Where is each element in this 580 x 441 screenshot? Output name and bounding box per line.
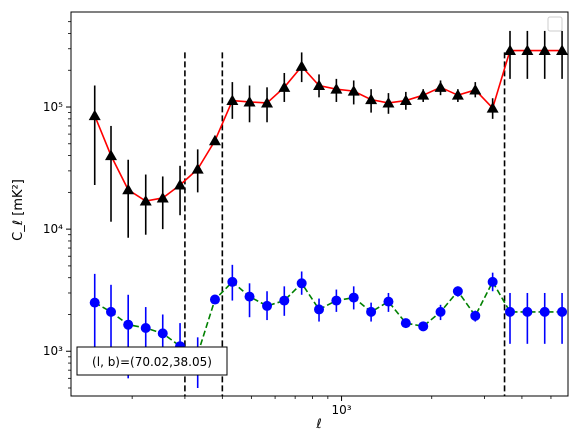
axis-ticks: 10³ 10⁴ 10⁵ 10³ xyxy=(43,21,552,417)
series-1-point-4 xyxy=(157,328,168,339)
series-0-point-16 xyxy=(365,93,378,105)
series-0-line xyxy=(93,49,563,202)
series-1-point-3 xyxy=(140,323,151,334)
series-0-point-10 xyxy=(261,96,274,108)
plot-frame xyxy=(70,11,569,397)
y-tick-label-1: 10⁴ xyxy=(43,222,63,236)
annotation-frame xyxy=(76,346,228,376)
series-0-point-24 xyxy=(504,44,517,56)
series-1-point-2 xyxy=(123,319,134,330)
series-0-point-14 xyxy=(330,83,343,94)
series-0-point-15 xyxy=(347,85,360,96)
series-0-point-6 xyxy=(191,163,204,174)
series-1-point-27 xyxy=(557,306,568,317)
series-1-point-18 xyxy=(400,318,411,329)
series-0-point-18 xyxy=(399,94,412,106)
series-1-point-14 xyxy=(331,295,342,306)
series-1-point-0 xyxy=(89,297,100,308)
series-1-point-19 xyxy=(418,321,429,332)
series-1-point-25 xyxy=(522,306,533,317)
y-tick-label-0: 10³ xyxy=(43,344,63,358)
series-0-point-21 xyxy=(451,89,464,100)
x-tick-label-0: 10³ xyxy=(332,403,352,417)
series-1-point-12 xyxy=(296,278,307,289)
series-0-point-11 xyxy=(278,81,291,92)
plot-region xyxy=(88,30,568,396)
series-0-point-3 xyxy=(139,194,152,206)
series-1-point-23 xyxy=(487,276,498,287)
series-1-point-16 xyxy=(366,306,377,317)
annotation-text: (l, b)=(70.02,38.05) xyxy=(92,355,212,369)
series-0-point-1 xyxy=(105,149,118,161)
series-0-point-19 xyxy=(417,89,430,100)
series-0-point-12 xyxy=(295,60,308,71)
series-1-point-20 xyxy=(435,306,446,317)
series-0-point-9 xyxy=(243,95,256,107)
series-0-point-0 xyxy=(88,109,101,121)
series-0-point-22 xyxy=(469,83,482,95)
series-1-point-13 xyxy=(314,304,325,315)
x-axis-label: ℓ xyxy=(315,417,321,432)
series-1-point-10 xyxy=(262,300,273,311)
series-1-point-11 xyxy=(279,295,290,306)
series-0-point-17 xyxy=(382,96,395,108)
series-0-point-26 xyxy=(538,44,551,56)
series-0-point-7 xyxy=(208,134,221,146)
legend xyxy=(547,16,563,32)
series-0-point-23 xyxy=(486,102,499,113)
series-0-point-5 xyxy=(174,178,187,190)
series-1-point-8 xyxy=(227,276,238,287)
series-0-point-2 xyxy=(122,183,135,195)
series-1-point-1 xyxy=(106,306,117,317)
series-1-point-17 xyxy=(383,296,394,307)
series-0-point-25 xyxy=(521,44,534,56)
series-0-point-4 xyxy=(156,191,169,203)
series-1-point-9 xyxy=(244,291,255,302)
series-1-point-24 xyxy=(505,306,516,317)
series-0-point-20 xyxy=(434,81,447,92)
series-1-point-15 xyxy=(348,292,359,303)
series-1-point-26 xyxy=(539,306,550,317)
series-1-point-22 xyxy=(470,310,481,321)
series-1-line xyxy=(94,280,563,356)
y-tick-label-2: 10⁵ xyxy=(43,100,63,114)
series-1-point-21 xyxy=(452,286,463,297)
annotation-box: (l, b)=(70.02,38.05) xyxy=(76,346,228,376)
series-0-point-8 xyxy=(226,94,239,106)
series-0-point-13 xyxy=(313,79,326,91)
series-1-point-7 xyxy=(209,294,220,305)
series-0-point-27 xyxy=(556,44,568,56)
legend-box xyxy=(547,16,563,32)
y-axis-label: C_ℓ [mK²] xyxy=(11,179,26,241)
